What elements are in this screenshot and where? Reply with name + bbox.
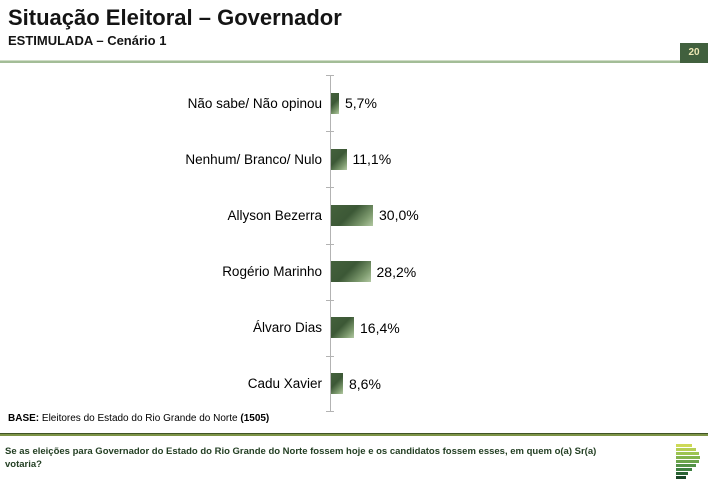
- category-label: Álvaro Dias: [252, 320, 322, 336]
- page-subtitle: ESTIMULADA – Cenário 1: [8, 33, 167, 48]
- value-label: 30,0%: [379, 207, 419, 224]
- axis-tick: [326, 131, 334, 132]
- bar-chart: Não sabe/ Não opinou 5,7% Nenhum/ Branco/ …: [0, 75, 708, 412]
- bar: [331, 92, 339, 114]
- base-text: Eleitores do Estado do Rio Grande do Nor…: [39, 413, 241, 424]
- survey-question: Se as eleições para Governador do Estado…: [5, 445, 596, 471]
- logo-bar: [676, 444, 692, 447]
- logo-bar: [676, 476, 686, 479]
- axis-tick: [326, 356, 334, 357]
- logo-bar: [676, 452, 699, 455]
- chart-row: Não sabe/ Não opinou 5,7%: [0, 75, 708, 131]
- logo-bar: [676, 448, 696, 451]
- brand-logo: [676, 444, 700, 479]
- value-label: 5,7%: [345, 95, 377, 112]
- bar: [331, 148, 347, 170]
- header-rule: [0, 60, 708, 63]
- category-label: Cadu Xavier: [247, 376, 322, 392]
- axis-tick: [326, 411, 334, 412]
- divider-rule: [0, 433, 708, 436]
- axis-tick: [326, 187, 334, 188]
- logo-bar: [676, 464, 696, 467]
- survey-question-line2: votaria?: [5, 459, 42, 470]
- chart-row: Allyson Bezerra 30,0%: [0, 187, 708, 243]
- bar: [331, 373, 343, 395]
- category-label: Nenhum/ Branco/ Nulo: [185, 151, 322, 167]
- axis-tick: [326, 300, 334, 301]
- page-number-badge: 20: [680, 43, 708, 63]
- logo-bar: [676, 468, 692, 471]
- category-label: Não sabe/ Não opinou: [187, 95, 322, 111]
- bar: [331, 204, 373, 226]
- value-label: 28,2%: [376, 263, 417, 280]
- axis-tick: [326, 244, 334, 245]
- category-label: Allyson Bezerra: [227, 207, 322, 223]
- bar: [331, 317, 354, 339]
- y-axis: [330, 75, 331, 412]
- logo-bar: [676, 456, 700, 459]
- survey-question-line1: Se as eleições para Governador do Estado…: [5, 446, 597, 457]
- axis-tick: [326, 75, 334, 76]
- chart-row: Álvaro Dias 16,4%: [0, 300, 708, 356]
- value-label: 8,6%: [349, 375, 381, 392]
- page-title: Situação Eleitoral – Governador: [8, 5, 342, 30]
- bar: [331, 261, 371, 283]
- logo-bar: [676, 460, 699, 463]
- category-label: Rogério Marinho: [222, 264, 322, 280]
- base-note: BASE: Eleitores do Estado do Rio Grande …: [8, 413, 269, 424]
- chart-row: Nenhum/ Branco/ Nulo 11,1%: [0, 131, 708, 187]
- value-label: 16,4%: [360, 319, 400, 336]
- logo-bar: [676, 472, 688, 475]
- base-count: (1505): [240, 413, 270, 424]
- chart-row: Rogério Marinho 28,2%: [0, 244, 708, 300]
- chart-row: Cadu Xavier 8,6%: [0, 356, 708, 412]
- base-label: BASE:: [8, 413, 40, 424]
- value-label: 11,1%: [352, 151, 392, 168]
